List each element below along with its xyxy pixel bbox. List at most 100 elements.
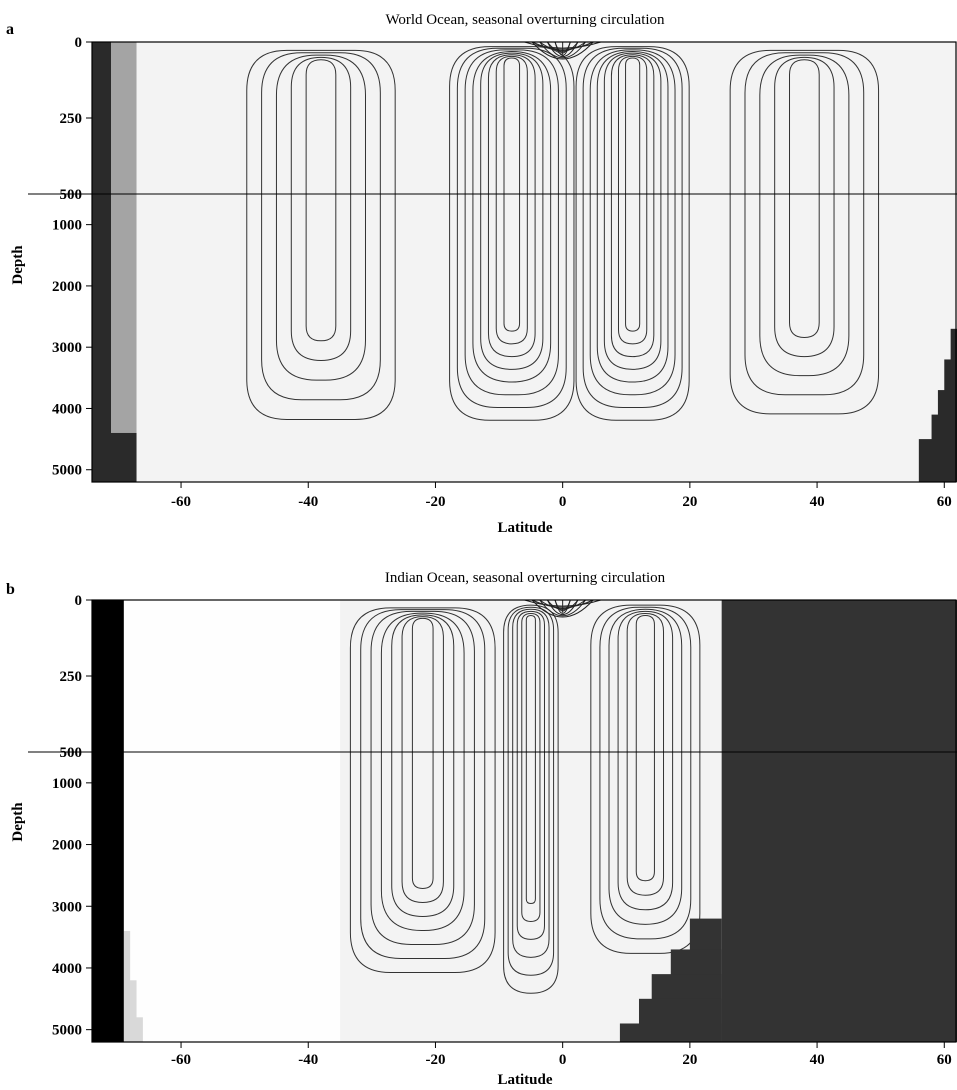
plot-frame — [91, 41, 957, 483]
x-tick-label: 20 — [682, 494, 697, 510]
x-tick-label: -60 — [171, 494, 191, 510]
tropical-cell-south-contour — [525, 615, 536, 905]
y-tick-label: 5000 — [52, 463, 82, 479]
x-tick-label: 0 — [559, 1052, 567, 1068]
x-tick-label: -40 — [298, 494, 318, 510]
south-cell-contour — [360, 609, 486, 959]
x-tick-label: -20 — [425, 494, 445, 510]
y-tick-label: 4000 — [52, 961, 82, 977]
tropical-cell-south-contour — [464, 49, 559, 396]
tropical-cell-north-contour — [599, 606, 692, 940]
contour-lines — [349, 604, 701, 994]
equatorial-contour — [531, 599, 594, 618]
y-tick-label: 3000 — [52, 899, 82, 915]
north-cell-contour — [774, 56, 835, 358]
x-tick-label: -40 — [298, 1052, 318, 1068]
tropical-cell-north-contour — [589, 49, 676, 396]
north-cell-contour — [744, 52, 865, 396]
x-tick-label: 60 — [937, 1052, 952, 1068]
northern-land-mask — [950, 328, 957, 482]
y-tick-label: 500 — [60, 187, 83, 203]
south-cell-contour — [290, 56, 352, 361]
ocean-field — [92, 42, 957, 482]
x-tick-label: 20 — [682, 1052, 697, 1068]
south-cell-contour — [275, 54, 366, 381]
antarctic-bottom-land — [92, 432, 137, 482]
tropical-cell-south-contour — [456, 47, 567, 409]
equatorial-contour — [539, 599, 586, 617]
x-tick-label: -20 — [425, 1052, 445, 1068]
tropical-cell-north-contour — [635, 615, 655, 882]
south-cell-contour — [261, 52, 381, 401]
south-cell-contour — [380, 612, 465, 931]
north-cell-contour — [729, 49, 880, 415]
y-tick-label: 0 — [75, 593, 83, 609]
equatorial-contour — [531, 41, 594, 60]
south-cell-contour — [370, 610, 475, 945]
ice-shelf-mask — [111, 42, 137, 482]
x-tick-label: 0 — [559, 494, 567, 510]
world-ocean-chart: a World Ocean, seasonal overturning circ… — [6, 12, 957, 536]
tropical-cell-south-contour — [507, 606, 555, 976]
y-tick-label: 500 — [60, 745, 83, 761]
panel-indian-ocean: b Indian Ocean, seasonal overturning cir… — [0, 560, 957, 1090]
tropical-cell-north-contour — [626, 612, 665, 896]
south-cell-contour — [401, 616, 444, 903]
equatorial-contour — [554, 41, 571, 56]
y-axis-label: Depth — [10, 802, 26, 842]
south-cell-contour — [391, 614, 455, 917]
y-tick-label: 0 — [75, 35, 83, 51]
south-cell-contour — [305, 59, 337, 342]
tropical-cell-north-contour — [625, 57, 641, 332]
x-tick-label: 40 — [810, 494, 825, 510]
antarctic-land-mask — [92, 42, 112, 482]
panel-world-ocean: a World Ocean, seasonal overturning circ… — [0, 0, 957, 540]
y-tick-label: 250 — [60, 111, 83, 127]
y-tick-label: 1000 — [52, 776, 82, 792]
equatorial-contour — [539, 41, 586, 59]
shelf-land-mask — [619, 1023, 722, 1042]
x-axis-label: Latitude — [497, 1072, 552, 1088]
y-tick-label: 2000 — [52, 279, 82, 295]
tropical-cell-north-contour — [617, 55, 648, 345]
plot-area: -60 -40 -20 0 20 40 60 0 250 500 1000 2000 3000 4000 5… — [28, 593, 957, 1068]
south-cell-contour — [246, 49, 396, 420]
chart-title: Indian Ocean, seasonal overturning circu… — [385, 570, 666, 586]
tropical-cell-north-contour — [582, 47, 683, 409]
antarctic-land-mask — [92, 600, 124, 1042]
indian-ocean-chart: b Indian Ocean, seasonal overturning cir… — [6, 570, 957, 1088]
tropical-cell-south-contour — [495, 55, 528, 345]
y-tick-label: 5000 — [52, 1023, 82, 1039]
chart-title: World Ocean, seasonal overturning circul… — [385, 12, 665, 28]
tropical-cell-north-contour — [617, 610, 674, 911]
plot-frame — [91, 599, 957, 1043]
equatorial-contour — [546, 599, 579, 616]
contour-lines — [246, 46, 880, 421]
panel-label: b — [6, 581, 15, 598]
tropical-cell-north-contour — [596, 51, 669, 383]
y-tick-label: 3000 — [52, 340, 82, 356]
south-cell-contour — [411, 617, 434, 889]
tropical-cell-south-contour — [521, 612, 541, 922]
y-tick-label: 250 — [60, 669, 83, 685]
tropical-cell-north-contour — [603, 52, 662, 370]
equatorial-contour — [546, 41, 579, 58]
tropical-cell-north-contour — [590, 604, 701, 954]
tropical-cell-south-contour — [503, 604, 559, 994]
tropical-cell-north-contour — [610, 54, 655, 358]
tropical-cell-south-contour — [472, 51, 552, 383]
tropical-cell-south-contour — [480, 52, 544, 370]
north-cell-contour — [789, 59, 820, 338]
plot-area: -60 -40 -20 0 20 40 60 0 250 500 1000 2000 3000 4000 5… — [28, 35, 957, 510]
tropical-cell-south-contour — [503, 57, 521, 332]
y-tick-label: 2000 — [52, 838, 82, 854]
x-tick-label: 60 — [937, 494, 952, 510]
tropical-cell-south-contour — [516, 610, 545, 940]
tropical-cell-south-contour — [449, 46, 575, 421]
tropical-cell-north-contour — [608, 608, 683, 925]
x-axis-label: Latitude — [497, 520, 552, 536]
x-tick-label: 40 — [810, 1052, 825, 1068]
tropical-cell-south-contour — [512, 608, 550, 958]
y-axis-label: Depth — [10, 245, 26, 285]
y-tick-label: 4000 — [52, 401, 82, 417]
